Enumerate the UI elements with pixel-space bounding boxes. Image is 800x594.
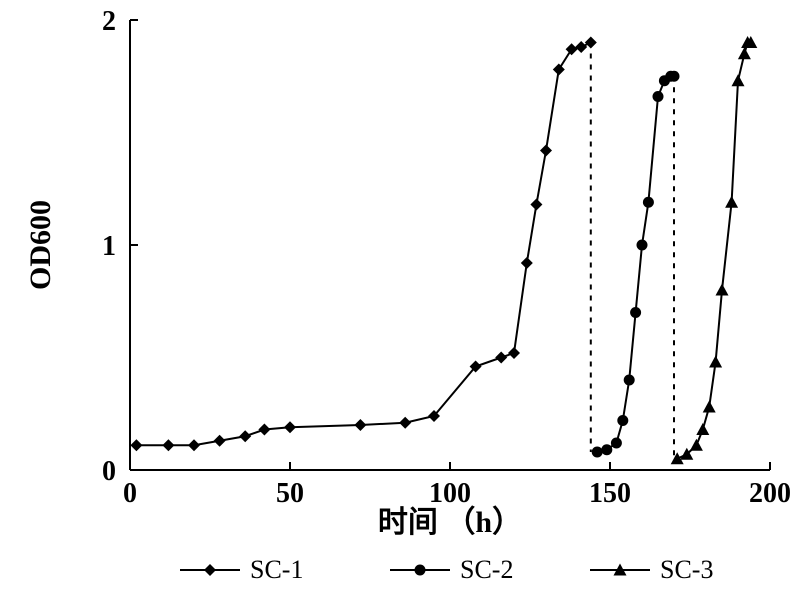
svg-text:SC-1: SC-1 [250, 555, 303, 584]
svg-text:时间 （h）: 时间 （h） [378, 505, 522, 539]
svg-text:SC-3: SC-3 [660, 555, 713, 584]
svg-text:0: 0 [123, 478, 137, 509]
svg-text:1: 1 [102, 231, 116, 262]
svg-text:0: 0 [102, 456, 116, 487]
svg-text:2: 2 [102, 6, 116, 37]
chart-svg: 0 50 100 150 200 0 1 2 时间 （h） OD600 SC-1 SC-2 SC-3 [0, 0, 800, 594]
growth-curve-chart: 0 50 100 150 200 0 1 2 时间 （h） OD600 SC-1 SC-2 SC-3 [0, 0, 800, 594]
svg-text:SC-2: SC-2 [460, 555, 513, 584]
svg-text:200: 200 [749, 478, 791, 509]
svg-text:OD600: OD600 [24, 200, 57, 290]
svg-text:50: 50 [276, 478, 304, 509]
svg-text:100: 100 [429, 478, 471, 509]
svg-text:150: 150 [589, 478, 631, 509]
